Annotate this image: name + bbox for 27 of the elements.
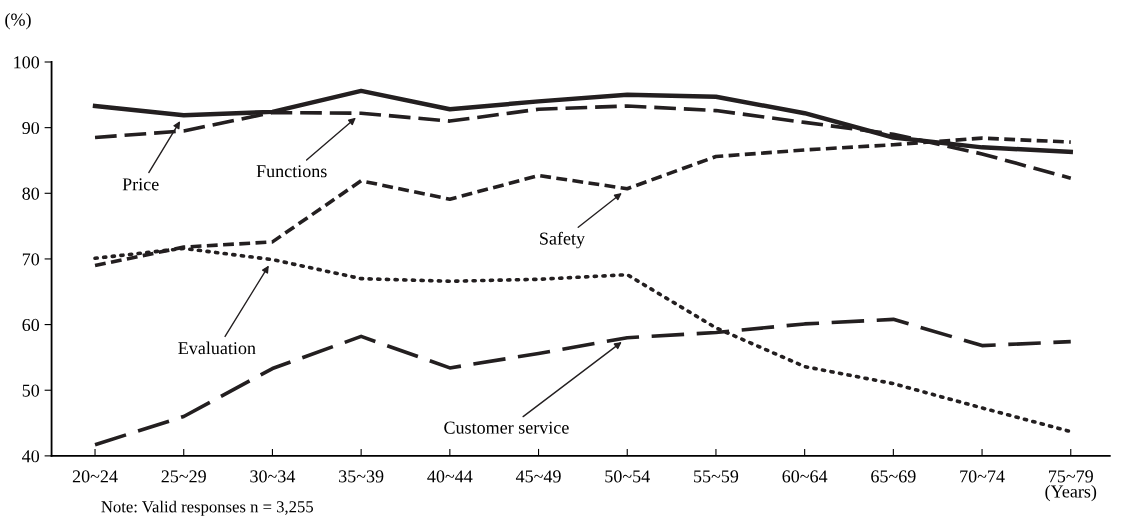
y-tick-label: 60 xyxy=(22,318,40,332)
x-tick-label: 45~49 xyxy=(515,470,561,483)
y-tick-label: 100 xyxy=(14,56,40,69)
x-tick-label: 60~64 xyxy=(782,470,828,483)
y-tick-label: 80 xyxy=(22,187,40,200)
x-tick-label: 40~44 xyxy=(427,470,473,483)
annotation: Functions xyxy=(256,165,327,178)
x-tick-label: 50~54 xyxy=(605,470,650,483)
annotation: Safety xyxy=(540,231,585,249)
annotation: Evaluation xyxy=(178,341,256,355)
y-tick-label: 90 xyxy=(22,121,40,135)
annotation: Customer service xyxy=(444,421,569,434)
annotation: Price xyxy=(122,178,159,191)
text: Note: Valid responses n = 3,255 xyxy=(101,500,314,516)
y-tick-label: 40 xyxy=(22,450,40,463)
y-axis-title: (%) xyxy=(5,13,31,30)
y-tick-label: 70 xyxy=(22,253,40,266)
x-tick-label: 55~59 xyxy=(694,470,739,483)
x-tick-label: 65~69 xyxy=(871,470,916,483)
x-tick-label: 75~79 xyxy=(1049,470,1093,483)
y-tick-label: 50 xyxy=(22,384,40,397)
x-tick-label: 30~34 xyxy=(250,470,296,483)
x-tick-label: 35~39 xyxy=(339,470,384,483)
x-axis-title: (Years) xyxy=(1045,484,1097,502)
x-tick-label: 25~29 xyxy=(161,470,206,483)
x-tick-label: 70~74 xyxy=(960,470,1005,483)
x-tick-label: 20~24 xyxy=(72,470,118,483)
